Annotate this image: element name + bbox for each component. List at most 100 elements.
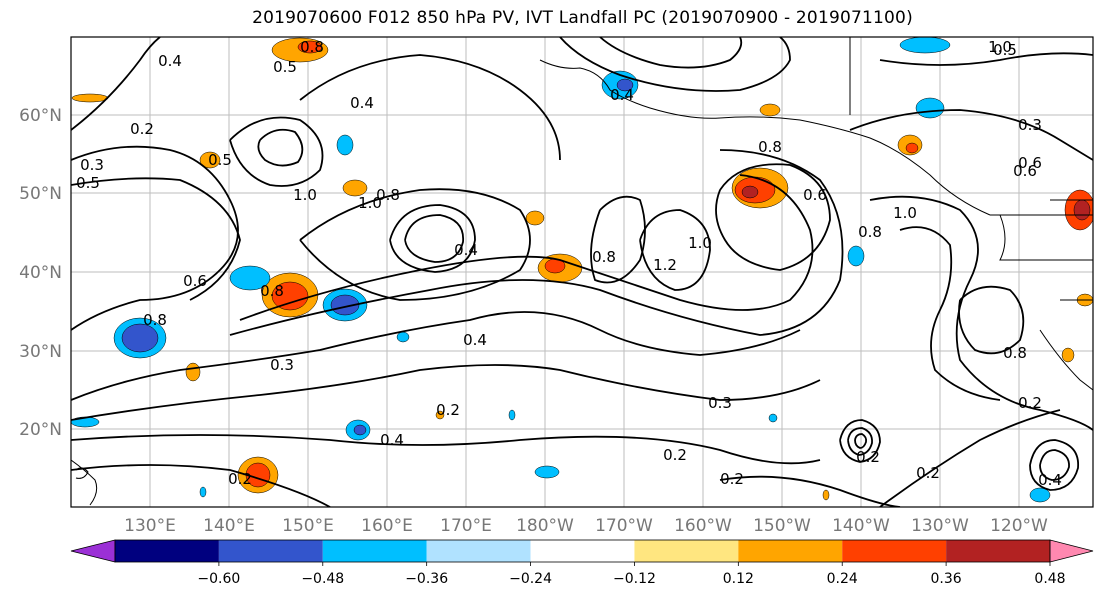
contour-label: 1.0 <box>893 204 917 222</box>
pv-anomaly-area <box>199 486 207 498</box>
lon-label: 140°W <box>832 516 890 536</box>
pv-anomaly-area <box>899 37 951 54</box>
lat-label: 50°N <box>19 184 62 204</box>
colorbar-segment <box>946 540 1050 562</box>
colorbar-segment <box>842 540 947 562</box>
contour-label: 0.4 <box>380 431 404 449</box>
contour-label: 0.8 <box>1003 344 1027 362</box>
pv-anomaly-area <box>905 142 919 154</box>
pv-anomaly-area <box>534 465 560 479</box>
colorbar-tick-label: −0.24 <box>509 571 552 587</box>
contour-label: 0.4 <box>610 86 634 104</box>
contour-label: 0.2 <box>228 470 252 488</box>
contour-label: 0.3 <box>80 156 104 174</box>
colorbar-tick-label: −0.48 <box>301 571 344 587</box>
contour-label: 0.2 <box>1018 394 1042 412</box>
contour-label: 1.2 <box>653 256 677 274</box>
pv-anomaly-area <box>741 185 759 199</box>
colorbar-segment <box>218 540 323 562</box>
pv-anomaly-area <box>759 103 781 117</box>
contour-label: 1.0 <box>988 38 1012 56</box>
latitude-labels: 60°N 50°N 40°N 30°N 20°N <box>19 106 62 440</box>
map-title: 2019070600 F012 850 hPa PV, IVT Landfall… <box>252 8 913 28</box>
pv-anomaly-area <box>199 151 221 169</box>
map-content: 0.80.50.40.20.30.50.81.00.41.00.80.60.50… <box>71 37 1093 507</box>
contour-label: 0.8 <box>143 311 167 329</box>
contour-label: 0.6 <box>183 272 207 290</box>
contour-label: 0.5 <box>76 174 100 192</box>
pv-anomaly-area <box>271 281 309 311</box>
colorbar-segment <box>634 540 739 562</box>
lat-label: 40°N <box>19 263 62 283</box>
pv-anomaly-area <box>1073 199 1091 221</box>
pv-anomaly-area <box>342 179 368 197</box>
contour-label: 0.4 <box>454 241 478 259</box>
colorbar-segment <box>738 540 843 562</box>
contour-label: 1.0 <box>293 186 317 204</box>
contour-label: 0.8 <box>376 186 400 204</box>
lat-label: 60°N <box>19 106 62 126</box>
pv-anomaly-area <box>525 210 545 226</box>
colorbar-tick-label: 0.48 <box>1034 571 1065 587</box>
contour-label: 0.2 <box>130 120 154 138</box>
contour-label: 1.0 <box>688 234 712 252</box>
lon-label: 170°W <box>595 516 653 536</box>
contour-label: 0.6 <box>1013 162 1037 180</box>
colorbar-tick-label: 0.12 <box>723 571 754 587</box>
lon-label: 170°E <box>440 516 492 536</box>
contour-label: 0.4 <box>158 52 182 70</box>
contour-label: 0.3 <box>1018 116 1042 134</box>
pv-anomaly-area <box>396 331 410 343</box>
colorbar: −0.60 −0.48 −0.36 −0.24 −0.12 0.12 0.24 0.36 0.4… <box>70 539 1094 587</box>
lon-label: 150°E <box>282 516 334 536</box>
lon-label: 120°W <box>990 516 1048 536</box>
contour-label: 0.3 <box>708 394 732 412</box>
lon-label: 130°E <box>124 516 176 536</box>
colorbar-extend-low <box>70 539 116 563</box>
contour-label: 0.6 <box>803 186 827 204</box>
pv-anomaly-area <box>297 40 323 54</box>
pv-anomaly-area <box>353 424 367 436</box>
contour-label: 0.2 <box>720 470 744 488</box>
contour-labels: 0.80.50.40.20.30.50.81.00.41.00.80.60.50… <box>76 38 1062 489</box>
pv-contours <box>71 37 1093 507</box>
pv-anomaly-area <box>1029 487 1051 503</box>
contour-label: 0.3 <box>270 356 294 374</box>
contour-label: 0.2 <box>916 464 940 482</box>
pv-anomaly-area <box>71 93 109 103</box>
contour-label: 0.2 <box>856 448 880 466</box>
coastlines <box>71 37 1093 506</box>
colorbar-segment <box>530 540 635 562</box>
pv-anomaly-area <box>435 410 445 420</box>
colorbar-tick-label: 0.24 <box>827 571 858 587</box>
pv-anomaly-area <box>616 78 634 92</box>
lon-label: 160°W <box>674 516 732 536</box>
colorbar-tick-label: −0.36 <box>405 571 448 587</box>
lat-label: 30°N <box>19 342 62 362</box>
map-border <box>70 36 1094 508</box>
colorbar-segment <box>115 540 219 562</box>
contour-label: 0.8 <box>260 282 284 300</box>
lon-label: 180°W <box>516 516 574 536</box>
pv-anomaly-area <box>822 489 830 501</box>
contour-label: 0.6 <box>1018 154 1042 172</box>
pv-anomaly-area <box>229 265 271 291</box>
pv-anomaly-area <box>336 134 354 156</box>
contour-label: 0.5 <box>993 41 1017 59</box>
contour-label: 0.4 <box>350 94 374 112</box>
lon-label: 150°W <box>753 516 811 536</box>
longitude-labels: 130°E 140°E 150°E 160°E 170°E 180°W 170°W 160°W… <box>124 516 1048 536</box>
colorbar-tick-label: −0.60 <box>197 571 240 587</box>
contour-label: 0.5 <box>208 151 232 169</box>
colorbar-tick-label: 0.36 <box>931 571 962 587</box>
pv-anomaly-area <box>915 97 945 119</box>
colorbar-frame <box>114 539 1051 563</box>
colorbar-extend-high <box>1049 539 1094 563</box>
lon-label: 140°E <box>203 516 255 536</box>
lon-label: 130°W <box>911 516 969 536</box>
lon-label: 160°E <box>361 516 413 536</box>
contour-label: 0.4 <box>463 331 487 349</box>
pv-anomaly-area <box>330 294 360 316</box>
contour-label: 1.0 <box>358 194 382 212</box>
